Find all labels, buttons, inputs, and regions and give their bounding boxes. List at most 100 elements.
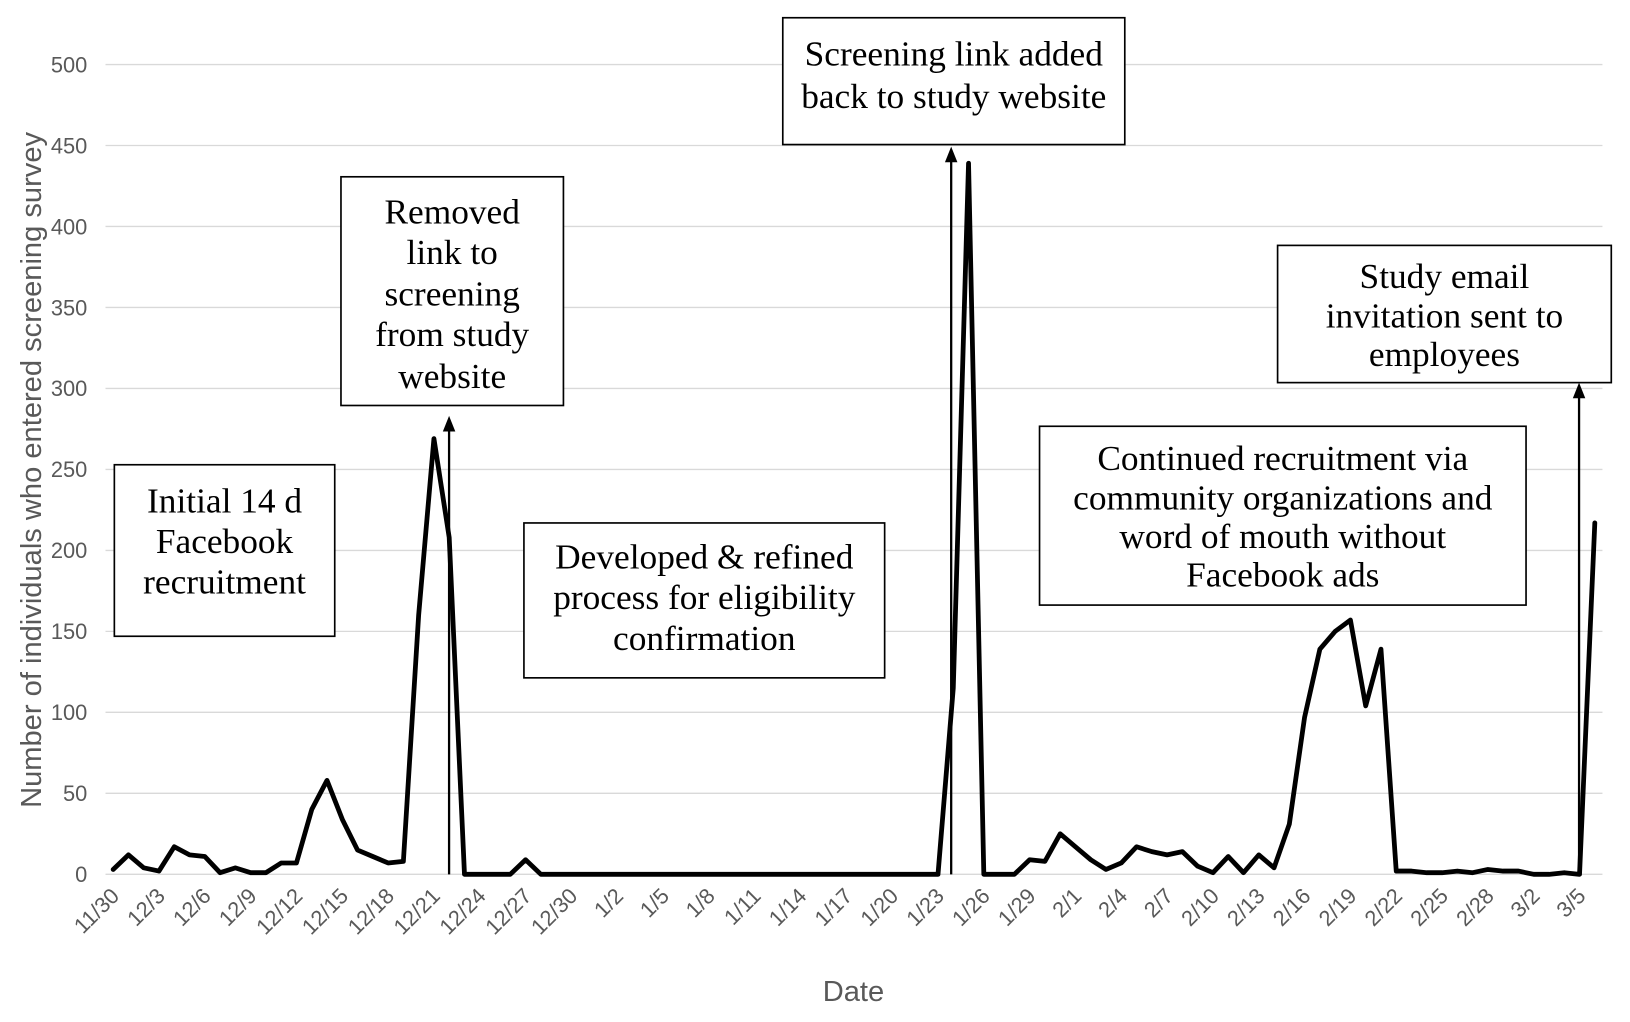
arrow-head (944, 146, 958, 163)
x-tick-label: 1/29 (993, 883, 1041, 931)
data-point: 12/6: 11 (202, 854, 207, 859)
data-point: 12/23: 0 (462, 872, 467, 877)
annotation-line: Facebook (156, 522, 294, 561)
data-point: 1/3: 0 (630, 872, 635, 877)
y-tick-label: 250 (51, 457, 87, 482)
x-tick-label: 2/28 (1451, 883, 1499, 931)
annotation-line: back to study website (801, 77, 1106, 116)
annotation-line: Removed (384, 193, 520, 232)
x-axis-title: Date (823, 976, 884, 1008)
data-point: 12/21: 269 (431, 436, 437, 441)
data-point: 1/22: 0 (920, 872, 925, 877)
y-tick-label: 150 (51, 619, 87, 644)
x-tick-label: 12/12 (251, 883, 307, 939)
data-point: 1/9: 0 (722, 872, 727, 877)
x-tick-label: 1/11 (719, 883, 766, 930)
data-point: 2/5: 17 (1134, 844, 1139, 849)
y-tick-label: 450 (51, 133, 87, 158)
data-point: 2/10: 1 (1210, 870, 1216, 875)
data-point: 2/14: 4 (1271, 865, 1277, 870)
x-tick-label: 12/18 (343, 883, 399, 939)
annotation-line: Study email (1360, 257, 1530, 296)
data-point: 12/5: 12 (187, 852, 192, 857)
annotation-box (113, 463, 336, 638)
data-point: 12/9: 1 (248, 870, 253, 875)
x-tick-label: 1/20 (855, 883, 903, 931)
y-tick-label: 200 (51, 538, 87, 563)
x-tick-label: 12/21 (389, 883, 445, 939)
data-point: 1/27: 0 (997, 872, 1002, 877)
x-tick-label: 12/24 (434, 883, 490, 939)
x-tick-label: 1/26 (947, 883, 995, 931)
annotation-removed-link: Removed link to screening from study web… (340, 175, 565, 407)
annotation-box (340, 175, 565, 407)
data-point: 2/22: 2 (1394, 868, 1399, 874)
x-tick-label: 12/15 (297, 883, 353, 939)
data-point: 11/30: 3 (111, 867, 116, 872)
data-point: 1/1: 0 (599, 872, 605, 877)
data-point: 3/2: 0 (1531, 872, 1536, 877)
annotation-line: word of mouth without (1119, 517, 1446, 556)
data-point: 2/6: 14 (1149, 849, 1154, 854)
y-tick-label: 0 (75, 862, 87, 887)
data-point: 2/12: 1 (1241, 870, 1246, 875)
data-point: 2/17: 139 (1317, 647, 1322, 652)
x-tick-label: 2/16 (1268, 883, 1316, 931)
x-tick-label: 1/23 (901, 883, 949, 931)
x-tick-label: 12/3 (122, 883, 170, 931)
y-tick-label: 500 (51, 52, 87, 77)
data-point: 1/23: 0 (935, 872, 941, 877)
x-tick-label: 3/5 (1551, 883, 1590, 922)
data-point: 12/7: 1 (217, 870, 223, 875)
data-point: 2/9: 5 (1195, 864, 1200, 869)
x-tick-label: 2/13 (1222, 883, 1270, 931)
y-tick-label: 100 (51, 700, 87, 725)
annotation-box (523, 522, 886, 679)
data-point: 2/16: 97 (1302, 715, 1307, 720)
data-point: 12/11: 7 (279, 860, 284, 866)
data-point: 1/29: 9 (1027, 857, 1032, 862)
data-point: 1/25: 439 (966, 161, 971, 166)
data-point: 2/28: 3 (1485, 867, 1490, 872)
arrow-link-added-back (944, 146, 958, 875)
data-point: 1/12: 0 (767, 872, 773, 877)
series-line (110, 160, 1598, 877)
annotation-line: Screening link added (805, 35, 1104, 74)
annotation-line: invitation sent to (1326, 297, 1563, 336)
x-tick-label: 2/25 (1405, 883, 1453, 931)
data-point: 1/20: 0 (890, 872, 895, 877)
data-point: 12/14: 58 (324, 778, 330, 783)
arrow-email-invitation (1572, 382, 1586, 875)
data-point: 12/29: 0 (554, 872, 559, 877)
annotation-line: from study (375, 315, 529, 354)
data-point: 12/1: 12 (126, 852, 131, 857)
data-point: 3/6: 217 (1592, 520, 1597, 525)
data-point: 1/18: 0 (859, 872, 864, 877)
data-point: 12/24: 0 (477, 872, 482, 877)
data-point: 1/10: 0 (737, 872, 742, 877)
data-point: 12/28: 0 (538, 872, 543, 877)
data-point: 1/26: 0 (981, 872, 986, 877)
data-point: 12/18: 7 (386, 860, 391, 866)
x-tick-label: 2/1 (1047, 883, 1086, 922)
x-tick-label: 1/14 (764, 883, 812, 931)
annotation-line: link to (407, 233, 498, 272)
data-point: 2/7: 12 (1165, 852, 1170, 857)
data-point: 2/29: 2 (1501, 868, 1506, 874)
annotation-line: Facebook ads (1186, 555, 1379, 594)
x-tick-label: 12/27 (480, 883, 536, 939)
x-tick-label: 2/22 (1359, 883, 1407, 931)
data-point: 12/25: 0 (492, 872, 498, 877)
data-point: 1/13: 0 (783, 872, 788, 877)
data-point: 12/13: 40 (309, 807, 314, 812)
data-point: 12/20: 160 (416, 613, 421, 618)
annotation-line: confirmation (613, 619, 796, 658)
x-tick-label: 3/2 (1505, 883, 1544, 922)
data-point: 2/25: 1 (1439, 870, 1445, 875)
data-point: 1/4: 0 (645, 872, 650, 877)
x-tick-label: 2/4 (1093, 883, 1132, 922)
data-point: 2/1: 17 (1073, 844, 1078, 849)
x-tick-label: 1/5 (635, 883, 674, 922)
data-point: 2/13: 12 (1256, 852, 1261, 857)
data-point: 2/18: 150 (1333, 629, 1338, 634)
